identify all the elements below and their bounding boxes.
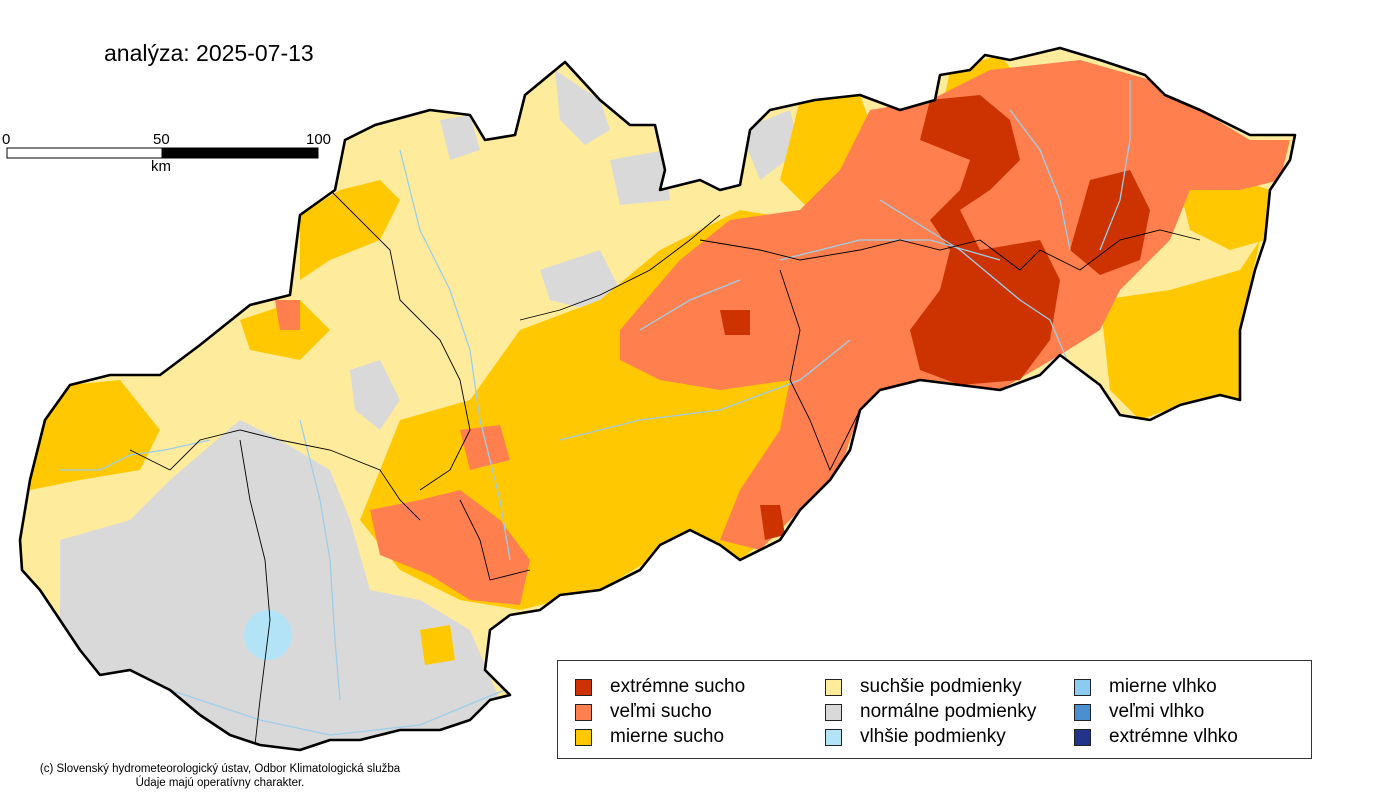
map-title: analýza: 2025-07-13	[104, 40, 314, 66]
region-extremne-s	[760, 505, 785, 540]
legend-swatch	[575, 678, 592, 696]
region-borders	[129, 189, 1201, 746]
region-normalne-n2	[610, 150, 670, 205]
scale-bar-black-segment	[161, 147, 319, 159]
region-normalne-n1	[555, 70, 610, 145]
scale-tick-0: 0	[2, 131, 11, 148]
scale-unit: km	[151, 158, 171, 175]
legend: extrémne sucho veľmi sucho mierne sucho …	[557, 660, 1312, 759]
legend-swatch	[575, 728, 592, 746]
region-extremne-c2	[720, 310, 750, 335]
legend-item-suchsie-podmienky: suchšie podmienky	[825, 676, 1022, 698]
legend-swatch	[575, 703, 592, 721]
state-border	[18, 46, 1297, 752]
region-velmi-w	[275, 300, 300, 330]
region-normalne-c1	[350, 360, 400, 430]
region-velmi-south	[370, 490, 530, 605]
legend-label: suchšie podmienky	[860, 676, 1022, 697]
scale-tick-100: 100	[306, 131, 332, 148]
legend-item-vlhsie-podmienky: vlhšie podmienky	[825, 726, 1006, 748]
scale-tick-50: 50	[153, 131, 170, 148]
legend-swatch	[1074, 703, 1091, 721]
legend-item-normalne-podmienky: normálne podmienky	[825, 701, 1036, 723]
legend-label: veľmi sucho	[610, 701, 712, 722]
legend-item-mierne-sucho: mierne sucho	[575, 726, 724, 748]
legend-swatch	[1074, 728, 1091, 746]
legend-swatch	[825, 678, 842, 696]
legend-item-extremne-vlhko: extrémne vlhko	[1074, 726, 1238, 748]
scale-bar	[6, 147, 319, 159]
legend-label: vlhšie podmienky	[860, 726, 1006, 747]
legend-label: normálne podmienky	[860, 701, 1037, 722]
legend-label: extrémne sucho	[610, 676, 746, 697]
legend-label: veľmi vlhko	[1109, 701, 1205, 722]
region-extremne-e	[1070, 170, 1150, 275]
region-velmi-s2	[460, 425, 510, 470]
region-normalne-n4	[440, 115, 480, 160]
region-extremne-c	[910, 95, 1060, 385]
rivers	[60, 80, 1131, 736]
legend-item-extremne-sucho: extrémne sucho	[575, 676, 745, 698]
legend-item-velmi-sucho: veľmi sucho	[575, 701, 712, 723]
legend-swatch	[1074, 678, 1091, 696]
region-mierne-nw	[300, 180, 400, 280]
legend-label: mierne sucho	[610, 726, 725, 747]
legend-label: mierne vlhko	[1109, 676, 1217, 697]
region-mierne-east	[1100, 240, 1260, 420]
scale-bar-white-segment	[6, 147, 163, 159]
region-mierne-ne	[1180, 180, 1270, 250]
region-mierne-s	[420, 625, 455, 665]
legend-swatch	[825, 703, 842, 721]
legend-swatch	[825, 728, 842, 746]
legend-label: extrémne vlhko	[1109, 726, 1238, 747]
legend-item-mierne-vlhko: mierne vlhko	[1074, 676, 1217, 698]
region-normalne-sw	[60, 420, 500, 750]
region-normalne-n3	[740, 110, 800, 180]
credit-line-2: Údaje majú operatívny charakter.	[135, 777, 305, 789]
legend-item-velmi-vlhko: veľmi vlhko	[1074, 701, 1204, 723]
credit-line-1: (c) Slovenský hydrometeorologický ústav,…	[39, 763, 401, 775]
